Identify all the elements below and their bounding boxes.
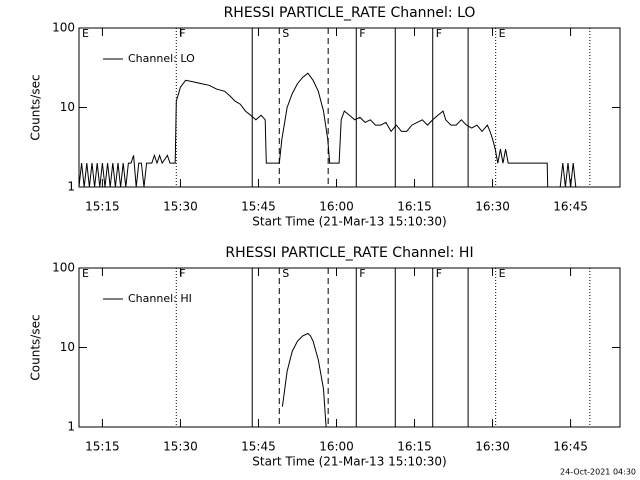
data-line — [78, 72, 581, 188]
event-label: E — [499, 267, 506, 280]
y-tick-label: 1 — [67, 180, 75, 194]
event-label: F — [436, 27, 442, 40]
event-label: F — [436, 267, 442, 280]
event-label: S — [282, 27, 289, 40]
y-tick-label: 100 — [52, 21, 75, 35]
x-tick-label: 16:15 — [397, 200, 432, 214]
y-tick-label: 100 — [52, 261, 75, 275]
chart-title: RHESSI PARTICLE_RATE Channel: LO — [224, 5, 476, 21]
legend-label: Channel: LO — [128, 52, 195, 65]
event-label: E — [82, 267, 89, 280]
event-label: E — [82, 27, 89, 40]
x-tick-label: 16:30 — [475, 200, 510, 214]
x-tick-label: 16:45 — [553, 200, 588, 214]
x-tick-label: 15:45 — [241, 200, 276, 214]
x-axis-title: Start Time (21-Mar-13 15:10:30) — [252, 215, 446, 229]
x-tick-label: 16:45 — [553, 440, 588, 454]
x-tick-label: 15:45 — [241, 440, 276, 454]
x-tick-label: 15:30 — [163, 200, 198, 214]
x-tick-label: 15:15 — [85, 200, 120, 214]
chart-title: RHESSI PARTICLE_RATE Channel: HI — [225, 245, 473, 261]
event-label: F — [359, 27, 365, 40]
x-axis-title: Start Time (21-Mar-13 15:10:30) — [252, 455, 446, 469]
x-tick-label: 16:00 — [319, 440, 354, 454]
y-axis-title: Counts/sec — [29, 314, 43, 380]
y-tick-label: 10 — [60, 100, 75, 114]
event-label: F — [359, 267, 365, 280]
x-tick-label: 16:00 — [319, 200, 354, 214]
legend-label: Channel: HI — [128, 292, 192, 305]
event-label: S — [282, 267, 289, 280]
y-axis-title: Counts/sec — [29, 74, 43, 140]
data-line — [281, 332, 327, 428]
footer: 24-Oct-2021 04:30 — [560, 468, 636, 477]
event-label: F — [179, 267, 185, 280]
x-tick-label: 16:30 — [475, 440, 510, 454]
x-tick-label: 15:30 — [163, 440, 198, 454]
x-tick-label: 15:15 — [85, 440, 120, 454]
event-label: E — [499, 27, 506, 40]
x-tick-label: 16:15 — [397, 440, 432, 454]
y-tick-label: 10 — [60, 340, 75, 354]
y-tick-label: 1 — [67, 420, 75, 434]
event-label: F — [179, 27, 185, 40]
